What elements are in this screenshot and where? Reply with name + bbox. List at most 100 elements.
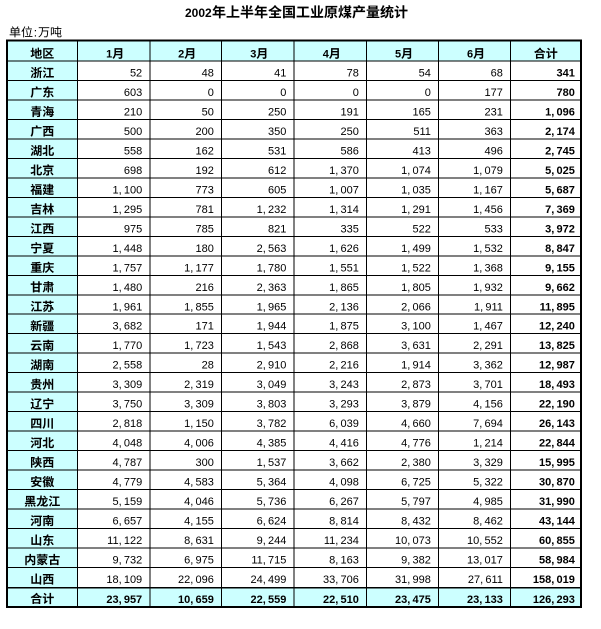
- svg-text:1, 100: 1, 100: [112, 184, 142, 196]
- svg-text:6, 624: 6, 624: [257, 516, 287, 528]
- svg-text:6, 657: 6, 657: [112, 516, 142, 528]
- svg-text:1, 314: 1, 314: [329, 204, 359, 216]
- svg-text:31, 998: 31, 998: [395, 574, 431, 586]
- svg-text:2, 910: 2, 910: [257, 360, 287, 372]
- svg-text:531: 531: [268, 145, 286, 157]
- svg-text:3, 329: 3, 329: [473, 457, 503, 469]
- svg-text:4, 776: 4, 776: [401, 438, 431, 450]
- svg-text:1, 456: 1, 456: [473, 204, 503, 216]
- svg-text:43, 144: 43, 144: [539, 516, 576, 528]
- svg-text:11, 715: 11, 715: [251, 555, 286, 567]
- svg-text:18, 493: 18, 493: [539, 379, 575, 391]
- svg-text:12, 240: 12, 240: [539, 321, 575, 333]
- svg-text:4, 385: 4, 385: [257, 438, 287, 450]
- svg-text:3, 750: 3, 750: [112, 399, 142, 411]
- svg-text:4, 583: 4, 583: [184, 477, 214, 489]
- svg-text:6: 6: [467, 49, 473, 61]
- svg-text:5, 736: 5, 736: [257, 496, 287, 508]
- svg-text:2: 2: [178, 49, 184, 61]
- svg-text:7, 369: 7, 369: [545, 204, 575, 216]
- svg-text:2, 558: 2, 558: [112, 360, 142, 372]
- svg-text:773: 773: [196, 184, 214, 196]
- svg-text:0: 0: [353, 87, 359, 99]
- svg-text:8, 814: 8, 814: [329, 516, 359, 528]
- svg-text:2, 216: 2, 216: [329, 360, 359, 372]
- svg-text:4, 985: 4, 985: [473, 496, 503, 508]
- svg-text:1, 079: 1, 079: [473, 165, 503, 177]
- svg-text:1, 480: 1, 480: [112, 282, 142, 294]
- svg-text:1, 965: 1, 965: [257, 301, 287, 313]
- svg-text:3: 3: [250, 49, 256, 61]
- svg-text:4, 787: 4, 787: [112, 457, 142, 469]
- svg-text:605: 605: [268, 184, 286, 196]
- svg-text:511: 511: [413, 126, 431, 138]
- svg-text:1, 522: 1, 522: [401, 262, 431, 274]
- svg-text:4, 098: 4, 098: [329, 477, 359, 489]
- svg-text:22, 190: 22, 190: [539, 399, 575, 411]
- svg-text:1, 723: 1, 723: [184, 340, 214, 352]
- svg-text:2, 873: 2, 873: [401, 379, 431, 391]
- svg-text:1, 914: 1, 914: [401, 360, 431, 372]
- svg-text:8, 847: 8, 847: [545, 243, 575, 255]
- svg-text:0: 0: [425, 87, 431, 99]
- svg-text:231: 231: [485, 106, 503, 118]
- svg-text:3, 879: 3, 879: [401, 399, 431, 411]
- svg-text:1, 626: 1, 626: [329, 243, 359, 255]
- svg-text:1, 368: 1, 368: [473, 262, 503, 274]
- svg-text:23, 957: 23, 957: [106, 594, 142, 606]
- svg-text:1, 467: 1, 467: [473, 321, 503, 333]
- svg-text:698: 698: [124, 165, 142, 177]
- svg-text:2, 319: 2, 319: [184, 379, 214, 391]
- svg-text:612: 612: [268, 165, 286, 177]
- svg-text:300: 300: [196, 457, 214, 469]
- svg-text:1, 780: 1, 780: [257, 262, 287, 274]
- svg-text:2, 380: 2, 380: [401, 457, 431, 469]
- svg-text:23, 133: 23, 133: [467, 594, 503, 606]
- svg-text:250: 250: [341, 126, 359, 138]
- svg-text:9, 732: 9, 732: [112, 555, 142, 567]
- svg-text:52: 52: [130, 68, 142, 80]
- svg-text:2, 868: 2, 868: [329, 340, 359, 352]
- svg-text:1, 232: 1, 232: [257, 204, 287, 216]
- svg-text:0: 0: [208, 87, 214, 99]
- svg-text:2, 363: 2, 363: [257, 282, 287, 294]
- svg-text:1, 167: 1, 167: [473, 184, 503, 196]
- svg-text:603: 603: [124, 87, 142, 99]
- svg-text::: :: [34, 25, 37, 39]
- svg-text:9, 382: 9, 382: [401, 555, 431, 567]
- svg-text:48: 48: [202, 68, 214, 80]
- svg-text:1, 074: 1, 074: [401, 165, 431, 177]
- svg-text:2002: 2002: [185, 6, 212, 20]
- svg-text:350: 350: [268, 126, 286, 138]
- svg-text:4, 156: 4, 156: [473, 399, 503, 411]
- svg-text:4, 416: 4, 416: [329, 438, 359, 450]
- svg-text:3, 803: 3, 803: [257, 399, 287, 411]
- svg-text:11, 122: 11, 122: [107, 535, 142, 547]
- svg-text:4, 779: 4, 779: [112, 477, 142, 489]
- svg-text:50: 50: [202, 106, 214, 118]
- svg-text:216: 216: [196, 282, 214, 294]
- svg-text:78: 78: [347, 68, 359, 80]
- svg-text:9, 155: 9, 155: [545, 262, 575, 274]
- svg-text:60, 855: 60, 855: [539, 535, 575, 547]
- svg-text:2, 291: 2, 291: [473, 340, 503, 352]
- svg-text:5: 5: [395, 49, 401, 61]
- svg-text:1, 448: 1, 448: [112, 243, 142, 255]
- svg-text:1, 770: 1, 770: [112, 340, 142, 352]
- svg-text:1, 537: 1, 537: [257, 457, 287, 469]
- svg-text:413: 413: [413, 145, 431, 157]
- svg-text:8, 163: 8, 163: [329, 555, 359, 567]
- svg-text:1, 875: 1, 875: [329, 321, 359, 333]
- svg-text:68: 68: [491, 68, 503, 80]
- svg-text:2, 818: 2, 818: [112, 418, 142, 430]
- svg-text:4, 660: 4, 660: [401, 418, 431, 430]
- svg-text:1, 932: 1, 932: [473, 282, 503, 294]
- svg-text:1, 035: 1, 035: [401, 184, 431, 196]
- svg-text:191: 191: [341, 106, 359, 118]
- svg-text:177: 177: [485, 87, 503, 99]
- svg-text:6, 039: 6, 039: [329, 418, 359, 430]
- svg-text:500: 500: [124, 126, 142, 138]
- svg-text:1, 150: 1, 150: [184, 418, 214, 430]
- svg-text:8, 432: 8, 432: [401, 516, 431, 528]
- svg-text:3, 631: 3, 631: [401, 340, 431, 352]
